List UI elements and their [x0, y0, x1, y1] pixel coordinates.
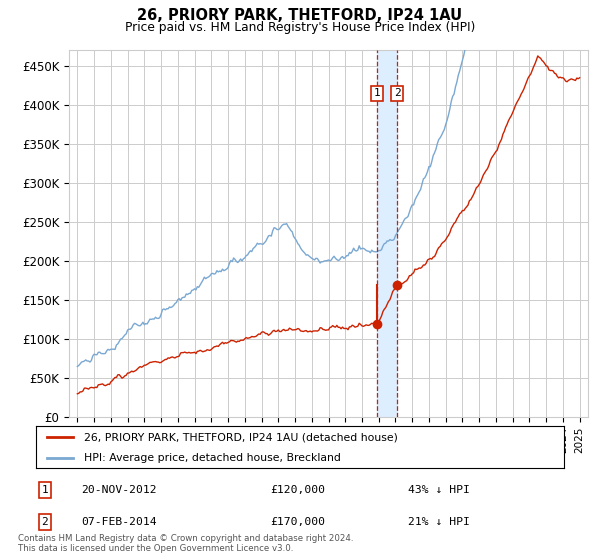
Text: 07-FEB-2014: 07-FEB-2014	[81, 517, 157, 527]
Text: 20-NOV-2012: 20-NOV-2012	[81, 485, 157, 495]
Text: Price paid vs. HM Land Registry's House Price Index (HPI): Price paid vs. HM Land Registry's House …	[125, 21, 475, 34]
Text: £170,000: £170,000	[270, 517, 325, 527]
Text: £120,000: £120,000	[270, 485, 325, 495]
Text: 43% ↓ HPI: 43% ↓ HPI	[408, 485, 470, 495]
Bar	[377, 50, 397, 417]
Text: 26, PRIORY PARK, THETFORD, IP24 1AU (detached house): 26, PRIORY PARK, THETFORD, IP24 1AU (det…	[83, 432, 397, 442]
Text: 26, PRIORY PARK, THETFORD, IP24 1AU: 26, PRIORY PARK, THETFORD, IP24 1AU	[137, 8, 463, 24]
Text: Contains HM Land Registry data © Crown copyright and database right 2024.
This d: Contains HM Land Registry data © Crown c…	[18, 534, 353, 553]
Text: 1: 1	[374, 88, 380, 99]
Text: 2: 2	[394, 88, 401, 99]
Text: 21% ↓ HPI: 21% ↓ HPI	[408, 517, 470, 527]
Text: HPI: Average price, detached house, Breckland: HPI: Average price, detached house, Brec…	[83, 454, 340, 463]
Text: 2: 2	[41, 517, 49, 527]
Text: 1: 1	[41, 485, 49, 495]
